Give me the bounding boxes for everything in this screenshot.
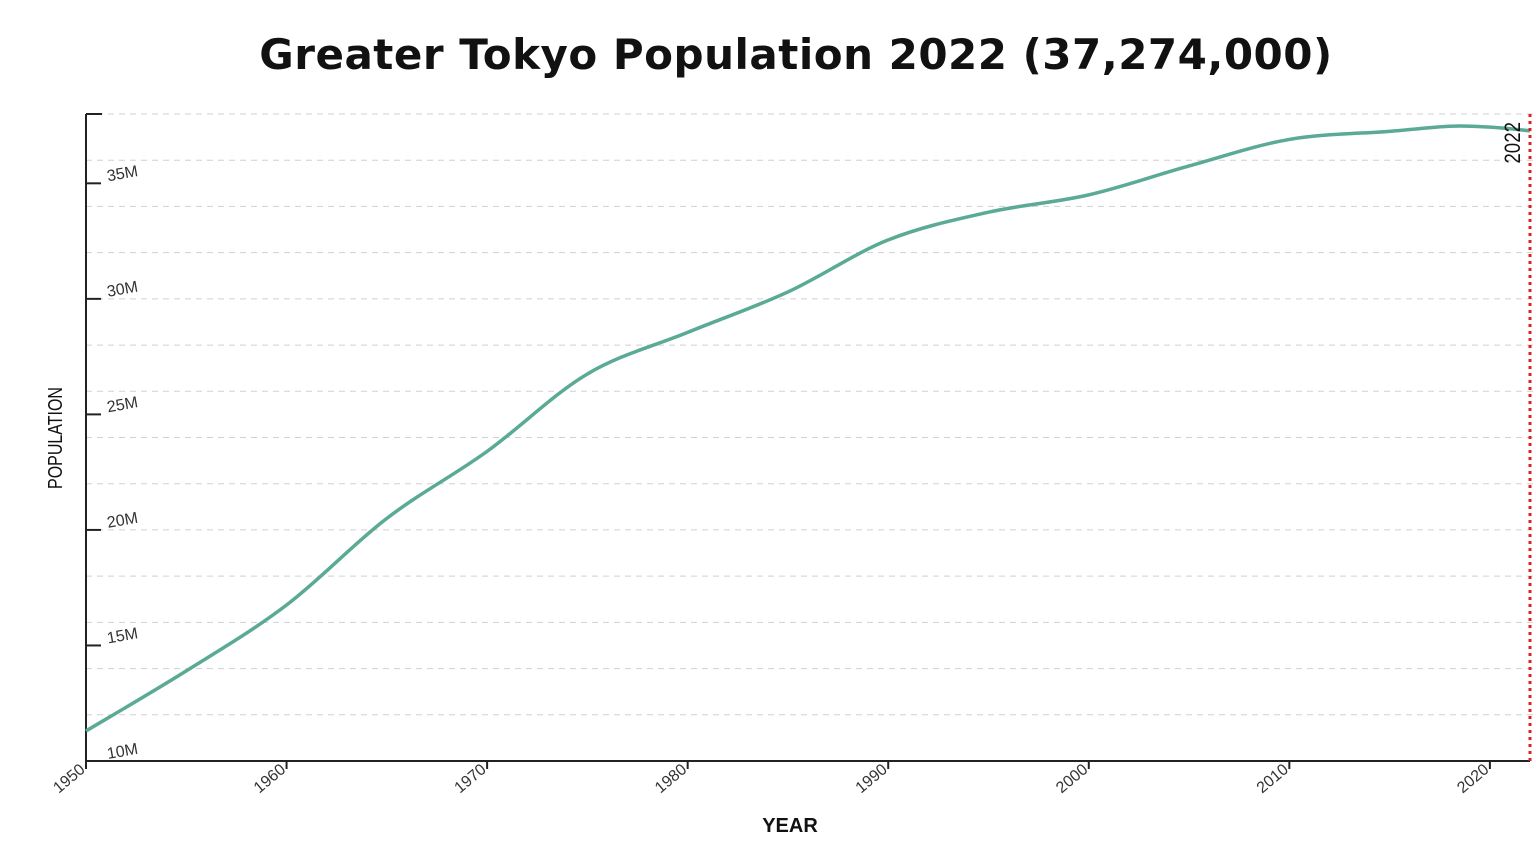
x-tick-label: 1980 [652,761,690,797]
population-line [85,124,1531,733]
chart-title: Greater Tokyo Population 2022 (37,274,00… [259,30,1333,79]
y-tick-label: 15M [106,625,140,647]
y-axis-title: POPULATION [44,387,66,489]
axes: 10M 15M 20M 25M 30M 35M 1950 1960 1970 1980 1990 20… [50,113,1530,797]
x-tick-label: 1950 [50,761,88,797]
x-tick-label: 2020 [1454,761,1492,797]
x-tick-label: 2000 [1053,761,1091,797]
gridlines [86,113,1536,716]
y-tick-label: 25M [106,394,140,416]
annotation-label-2022: 2022 [1502,122,1526,164]
y-tick-label: 30M [106,279,140,301]
x-tick-label: 1990 [853,761,891,797]
y-tick-label: 20M [106,510,140,532]
x-tick-label: 1970 [451,761,489,797]
annotations: 2022 [1502,114,1532,761]
y-tick-label: 10M [106,741,140,763]
x-axis-title: YEAR [762,815,818,837]
x-tick-label: 2010 [1254,761,1292,797]
series [85,124,1531,733]
x-tick-label: 1960 [251,761,289,797]
y-tick-label: 35M [106,163,140,185]
